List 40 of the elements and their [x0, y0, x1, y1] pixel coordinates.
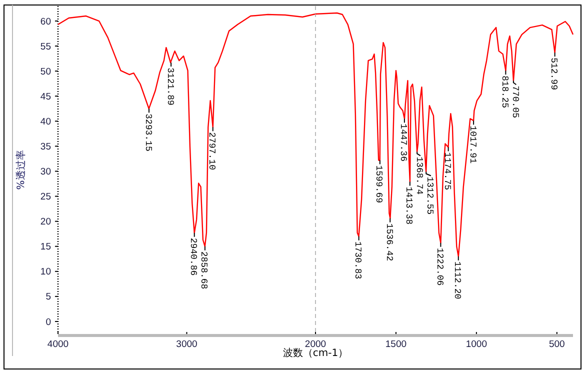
- annotation: 1599.69: [374, 165, 384, 204]
- x-tick-label: 1000: [466, 339, 488, 350]
- y-tick-label: 30: [40, 166, 51, 178]
- annotation: 770.05: [510, 86, 520, 118]
- y-tick-label: 60: [40, 16, 51, 28]
- y-tick-label: 40: [40, 116, 51, 128]
- annotation: 1413.38: [404, 186, 414, 225]
- y-tick-label: 35: [40, 142, 51, 153]
- x-tick-label: 500: [548, 339, 565, 350]
- annotation: 512.99: [548, 58, 559, 90]
- annotation: 2858.68: [198, 251, 209, 290]
- annotation: 3121.89: [164, 68, 175, 106]
- y-tick-label: 50: [40, 66, 51, 78]
- annotation: 818.25: [499, 76, 510, 108]
- annotation: 1312.55: [424, 176, 435, 215]
- annotation: 1174.75: [442, 152, 452, 190]
- x-tick-label: 1500: [385, 339, 407, 350]
- y-axis-title: %透过率: [15, 150, 27, 190]
- y-tick-label: 20: [40, 216, 51, 228]
- y-tick-label: 10: [40, 266, 51, 278]
- annotation: 3293.15: [142, 114, 153, 152]
- y-tick-label: 0: [46, 316, 51, 328]
- y-tick-label: 45: [40, 91, 51, 102]
- annotation: 1368.74: [414, 156, 424, 195]
- annotation: 2797.10: [206, 132, 217, 170]
- annotation: 1017.91: [467, 126, 478, 164]
- x-tick-label: 4000: [47, 339, 69, 350]
- annotation: 2940.86: [188, 238, 198, 276]
- annotation: 1536.42: [384, 223, 394, 262]
- x-axis-title: 波数（cm-1）: [282, 347, 348, 359]
- x-tick-label: 2000: [304, 339, 326, 350]
- annotation: 1730.83: [352, 241, 363, 280]
- x-tick-label: 3000: [176, 339, 198, 350]
- y-tick-label: 55: [40, 41, 51, 52]
- annotation: 1112.20: [452, 261, 462, 300]
- y-tick-label: 25: [40, 192, 51, 203]
- annotation: 1447.36: [398, 124, 408, 162]
- y-tick-label: 5: [46, 292, 51, 303]
- y-tick-label: 15: [40, 242, 51, 253]
- annotation: 1222.06: [434, 248, 444, 286]
